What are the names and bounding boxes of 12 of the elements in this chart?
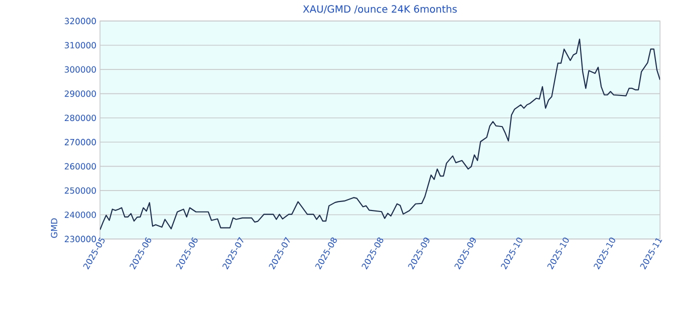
y-tick-label: 280000	[64, 114, 96, 122]
y-tick-label: 310000	[64, 42, 96, 48]
y-axis-title: GMD	[50, 218, 58, 238]
y-tick-label: 270000	[64, 138, 96, 146]
y-tick-label: 250000	[64, 187, 96, 194]
y-tick-label: 290000	[64, 90, 96, 97]
y-tick-label: 240000	[64, 212, 96, 218]
y-tick-label: 260000	[64, 163, 96, 170]
chart-title: XAU/GMD /ounce 24K 6months	[303, 5, 457, 14]
line-series	[100, 38, 660, 230]
y-tick-label: 300000	[64, 66, 96, 73]
y-tick-label: 320000	[64, 18, 96, 24]
